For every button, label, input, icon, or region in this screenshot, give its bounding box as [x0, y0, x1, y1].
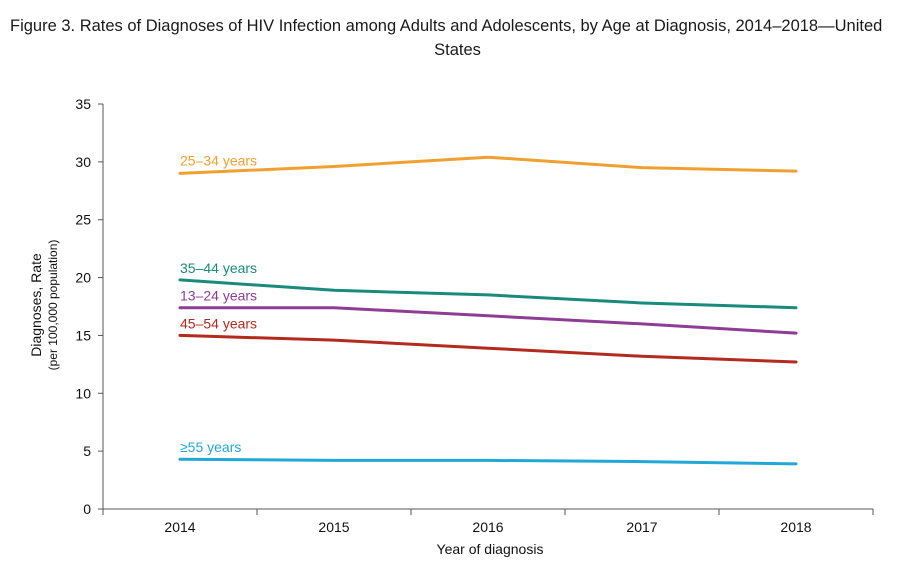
series-label: 35–44 years — [180, 260, 257, 276]
y-tick-label: 35 — [75, 96, 91, 112]
x-tick-label: 2018 — [780, 519, 811, 535]
series-label: 13–24 years — [180, 288, 257, 304]
chart-title-line-2: States — [434, 41, 481, 59]
axes — [102, 104, 873, 510]
x-tick-label: 2017 — [626, 519, 657, 535]
y-tick-label: 15 — [75, 327, 91, 343]
y-axis-title: Diagnoses, Rate — [28, 253, 44, 357]
chart-title-line-1: Figure 3. Rates of Diagnoses of HIV Infe… — [10, 17, 883, 35]
y-tick-label: 0 — [83, 501, 91, 517]
x-tick-label: 2016 — [472, 519, 503, 535]
x-tick-label: 2014 — [164, 519, 195, 535]
y-axis-subtitle: (per 100,000 population) — [46, 240, 60, 371]
series-line — [178, 333, 798, 364]
series-lines — [178, 155, 798, 466]
y-axis-ticks: 0 5 10 15 20 25 30 35 — [75, 96, 103, 517]
series-line — [178, 278, 798, 310]
y-tick-label: 10 — [75, 385, 91, 401]
x-axis-title: Year of diagnosis — [437, 541, 544, 557]
series-label: ≥55 years — [180, 439, 241, 455]
y-tick-label: 20 — [75, 270, 91, 286]
series-line — [178, 306, 798, 335]
x-axis-ticks: 2014 2015 2016 2017 2018 — [102, 509, 874, 535]
x-tick-label: 2015 — [318, 519, 349, 535]
y-tick-label: 30 — [75, 154, 91, 170]
y-tick-label: 5 — [83, 443, 91, 459]
series-line — [178, 457, 798, 466]
series-label: 45–54 years — [180, 315, 257, 331]
series-line — [178, 155, 798, 175]
series-label: 25–34 years — [180, 152, 257, 168]
series-labels: 25–34 years 35–44 years 13–24 years 45–54 y… — [180, 152, 257, 455]
chart-title: Figure 3. Rates of Diagnoses of HIV Infe… — [10, 14, 905, 62]
y-tick-label: 25 — [75, 212, 91, 228]
